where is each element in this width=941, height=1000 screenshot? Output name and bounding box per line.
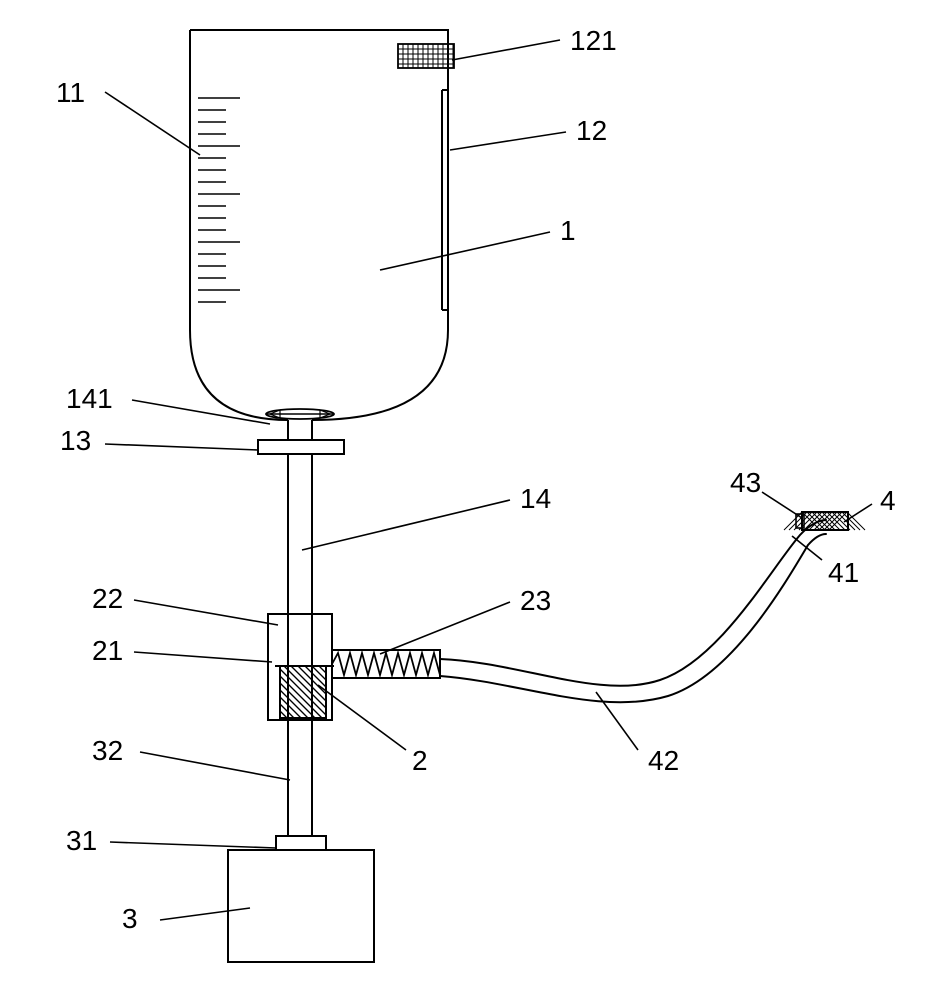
vessel-body bbox=[190, 30, 448, 420]
label-l43: 43 bbox=[730, 467, 761, 498]
label-l4: 4 bbox=[880, 485, 896, 516]
label-l13: 13 bbox=[60, 425, 91, 456]
label-l3: 3 bbox=[122, 903, 138, 934]
leader-l12 bbox=[450, 132, 566, 150]
hose-lower bbox=[440, 534, 826, 702]
label-l21: 21 bbox=[92, 635, 123, 666]
leader-l32 bbox=[140, 752, 290, 780]
hose-upper bbox=[440, 520, 826, 686]
leader-l43 bbox=[762, 492, 802, 518]
leader-l11 bbox=[105, 92, 200, 155]
leader-l42 bbox=[596, 692, 638, 750]
label-l42: 42 bbox=[648, 745, 679, 776]
spring bbox=[332, 653, 440, 675]
base-box bbox=[228, 850, 374, 962]
label-l41: 41 bbox=[828, 557, 859, 588]
flange-13 bbox=[258, 440, 344, 454]
leader-l31 bbox=[110, 842, 276, 848]
label-l1: 1 bbox=[560, 215, 576, 246]
label-l31: 31 bbox=[66, 825, 97, 856]
leader-l23 bbox=[380, 602, 510, 654]
leader-l22 bbox=[134, 600, 278, 625]
leader-l1 bbox=[380, 232, 550, 270]
leader-l14 bbox=[302, 500, 510, 550]
leader-l3 bbox=[160, 908, 250, 920]
leader-l21 bbox=[134, 652, 272, 662]
label-l12: 12 bbox=[576, 115, 607, 146]
label-l2: 2 bbox=[412, 745, 428, 776]
label-l141: 141 bbox=[66, 383, 113, 414]
technical-diagram: 1112112114113144344122232124232313 bbox=[0, 0, 941, 1000]
leader-l121 bbox=[452, 40, 560, 60]
label-l14: 14 bbox=[520, 483, 551, 514]
label-l32: 32 bbox=[92, 735, 123, 766]
leader-l41 bbox=[792, 536, 822, 560]
label-l23: 23 bbox=[520, 585, 551, 616]
leader-l13 bbox=[105, 444, 258, 450]
collar-31 bbox=[276, 836, 326, 850]
label-l121: 121 bbox=[570, 25, 617, 56]
label-l22: 22 bbox=[92, 583, 123, 614]
label-l11: 11 bbox=[56, 77, 85, 108]
leader-l141 bbox=[132, 400, 270, 424]
